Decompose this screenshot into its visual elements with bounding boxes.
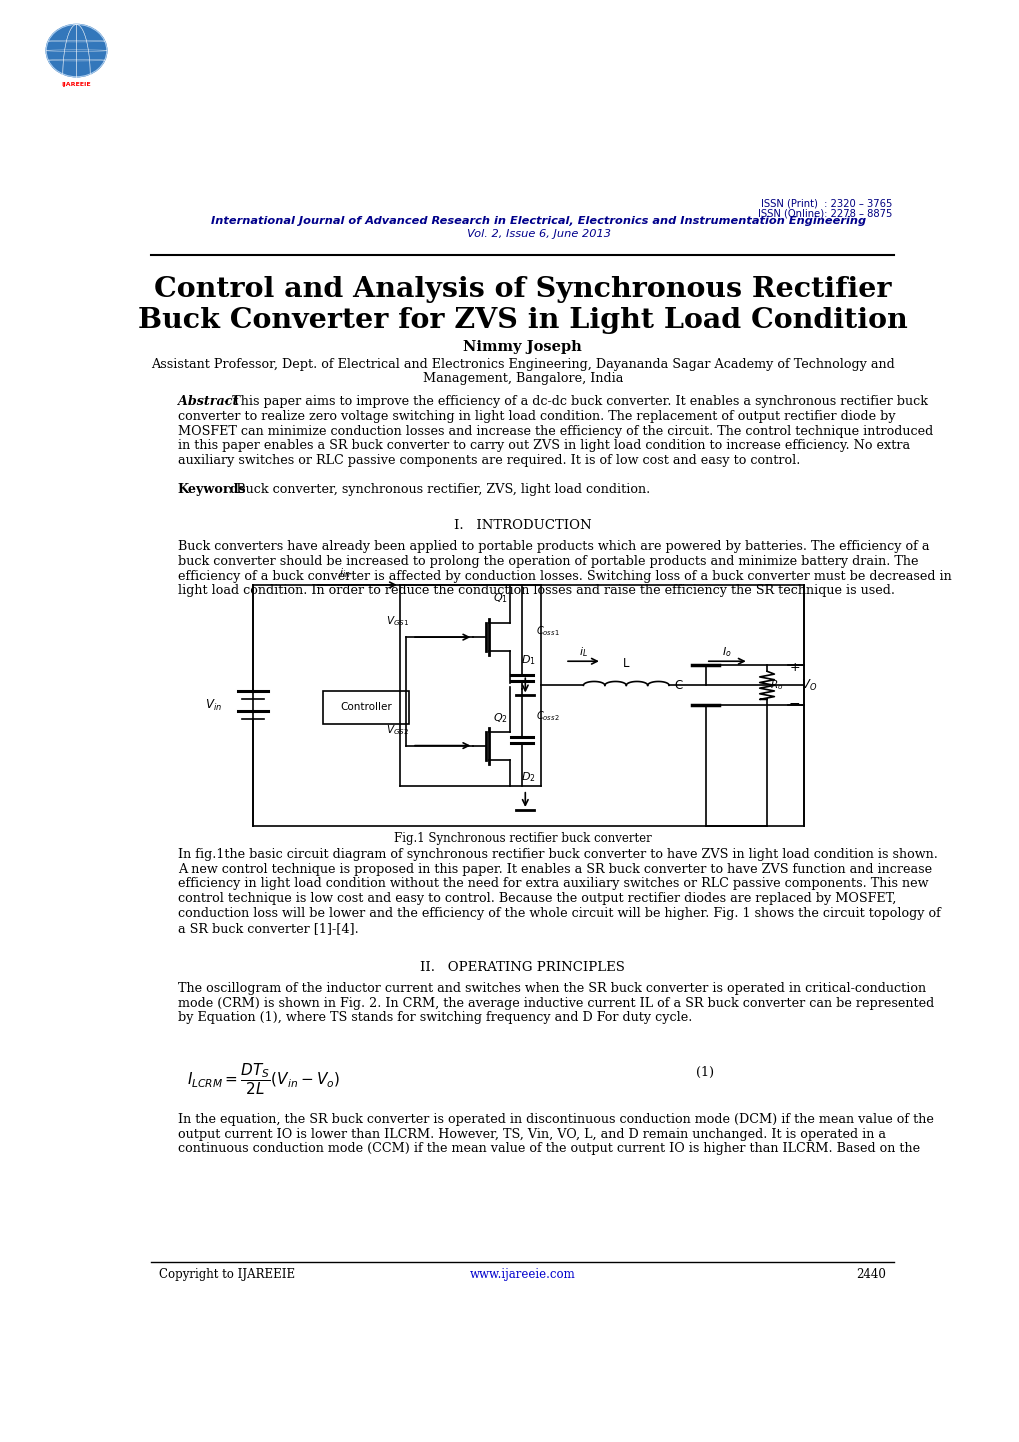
FancyBboxPatch shape <box>323 691 409 724</box>
Text: output current IO is lower than ILCRM. However, TS, Vin, VO, L, and D remain unc: output current IO is lower than ILCRM. H… <box>177 1128 886 1141</box>
Text: : Buck converter, synchronous rectifier, ZVS, light load condition.: : Buck converter, synchronous rectifier,… <box>227 483 649 496</box>
Text: ISSN (Print)  : 2320 – 3765: ISSN (Print) : 2320 – 3765 <box>760 198 891 208</box>
Text: $D_1$: $D_1$ <box>521 653 535 668</box>
Text: Nimmy Joseph: Nimmy Joseph <box>463 339 582 353</box>
Text: Keywords: Keywords <box>177 483 247 496</box>
Text: Copyright to IJAREEIE: Copyright to IJAREEIE <box>159 1268 294 1280</box>
Text: In fig.1the basic circuit diagram of synchronous rectifier buck converter to hav: In fig.1the basic circuit diagram of syn… <box>177 848 936 861</box>
Text: $I_{LCRM} = \dfrac{DT_S}{2L}(V_{in} - V_o)$: $I_{LCRM} = \dfrac{DT_S}{2L}(V_{in} - V_… <box>186 1061 339 1097</box>
Text: efficiency in light load condition without the need for extra auxiliary switches: efficiency in light load condition witho… <box>177 877 927 890</box>
Text: $V_O$: $V_O$ <box>800 678 816 694</box>
Text: - This paper aims to improve the efficiency of a dc-dc buck converter. It enable: - This paper aims to improve the efficie… <box>223 395 927 408</box>
Text: $Q_1$: $Q_1$ <box>493 591 507 604</box>
Text: converter to realize zero voltage switching in light load condition. The replace: converter to realize zero voltage switch… <box>177 410 895 423</box>
Text: in this paper enables a SR buck converter to carry out ZVS in light load conditi: in this paper enables a SR buck converte… <box>177 440 909 453</box>
Text: IJAREEIE: IJAREEIE <box>61 82 92 87</box>
Text: 2440: 2440 <box>856 1268 886 1280</box>
Text: $V_{GS2}$: $V_{GS2}$ <box>385 722 409 737</box>
Text: −: − <box>788 696 800 711</box>
Text: Buck converters have already been applied to portable products which are powered: Buck converters have already been applie… <box>177 539 928 554</box>
Circle shape <box>46 25 107 76</box>
Text: Management, Bangalore, India: Management, Bangalore, India <box>422 372 623 385</box>
Text: ISSN (Online): 2278 – 8875: ISSN (Online): 2278 – 8875 <box>757 208 891 218</box>
Text: light load condition. In order to reduce the conduction losses and raise the eff: light load condition. In order to reduce… <box>177 584 894 597</box>
Text: Assistant Professor, Dept. of Electrical and Electronics Engineering, Dayananda : Assistant Professor, Dept. of Electrical… <box>151 359 894 372</box>
Text: +: + <box>789 660 799 673</box>
Text: $R_o$: $R_o$ <box>769 678 783 692</box>
Text: MOSFET can minimize conduction losses and increase the efficiency of the circuit: MOSFET can minimize conduction losses an… <box>177 424 932 437</box>
Text: $V_{in}$: $V_{in}$ <box>205 698 222 712</box>
Text: $I_o$: $I_o$ <box>721 645 732 659</box>
Text: Fig.1 Synchronous rectifier buck converter: Fig.1 Synchronous rectifier buck convert… <box>393 832 651 845</box>
Text: (1): (1) <box>695 1066 713 1079</box>
Text: $Q_2$: $Q_2$ <box>493 711 507 725</box>
Text: $i_L$: $i_L$ <box>579 645 587 659</box>
Text: II.   OPERATING PRINCIPLES: II. OPERATING PRINCIPLES <box>420 960 625 973</box>
Text: International Journal of Advanced Research in Electrical, Electronics and Instru: International Journal of Advanced Resear… <box>211 216 865 226</box>
Text: Buck Converter for ZVS in Light Load Condition: Buck Converter for ZVS in Light Load Con… <box>138 307 907 335</box>
Text: $V_{GS1}$: $V_{GS1}$ <box>385 614 409 629</box>
Text: Controller: Controller <box>340 702 391 712</box>
Text: In the equation, the SR buck converter is operated in discontinuous conduction m: In the equation, the SR buck converter i… <box>177 1113 932 1126</box>
Text: mode (CRM) is shown in Fig. 2. In CRM, the average inductive current IL of a SR : mode (CRM) is shown in Fig. 2. In CRM, t… <box>177 996 933 1009</box>
Text: www.ijareeie.com: www.ijareeie.com <box>470 1268 575 1280</box>
Text: $C_{oss2}$: $C_{oss2}$ <box>535 709 558 724</box>
Text: Vol. 2, Issue 6, June 2013: Vol. 2, Issue 6, June 2013 <box>466 228 610 238</box>
Text: Control and Analysis of Synchronous Rectifier: Control and Analysis of Synchronous Rect… <box>154 277 891 303</box>
Text: $i_{in}$: $i_{in}$ <box>338 567 351 580</box>
Text: C: C <box>674 679 682 692</box>
Text: a SR buck converter [1]-[4].: a SR buck converter [1]-[4]. <box>177 921 359 934</box>
Text: The oscillogram of the inductor current and switches when the SR buck converter : The oscillogram of the inductor current … <box>177 982 925 995</box>
Text: $D_2$: $D_2$ <box>521 770 535 783</box>
Text: control technique is low cost and easy to control. Because the output rectifier : control technique is low cost and easy t… <box>177 893 896 906</box>
Text: continuous conduction mode (CCM) if the mean value of the output current IO is h: continuous conduction mode (CCM) if the … <box>177 1142 919 1155</box>
Text: Abstract: Abstract <box>177 395 238 408</box>
Text: L: L <box>623 658 629 671</box>
Text: buck converter should be increased to prolong the operation of portable products: buck converter should be increased to pr… <box>177 555 917 568</box>
Text: conduction loss will be lower and the efficiency of the whole circuit will be hi: conduction loss will be lower and the ef… <box>177 907 940 920</box>
Text: A new control technique is proposed in this paper. It enables a SR buck converte: A new control technique is proposed in t… <box>177 862 931 875</box>
Text: auxiliary switches or RLC passive components are required. It is of low cost and: auxiliary switches or RLC passive compon… <box>177 454 800 467</box>
Text: efficiency of a buck converter is affected by conduction losses. Switching loss : efficiency of a buck converter is affect… <box>177 570 951 583</box>
Text: I.   INTRODUCTION: I. INTRODUCTION <box>453 519 591 532</box>
Text: by Equation (1), where TS stands for switching frequency and D For duty cycle.: by Equation (1), where TS stands for swi… <box>177 1011 692 1024</box>
Text: $C_{oss1}$: $C_{oss1}$ <box>535 624 558 639</box>
